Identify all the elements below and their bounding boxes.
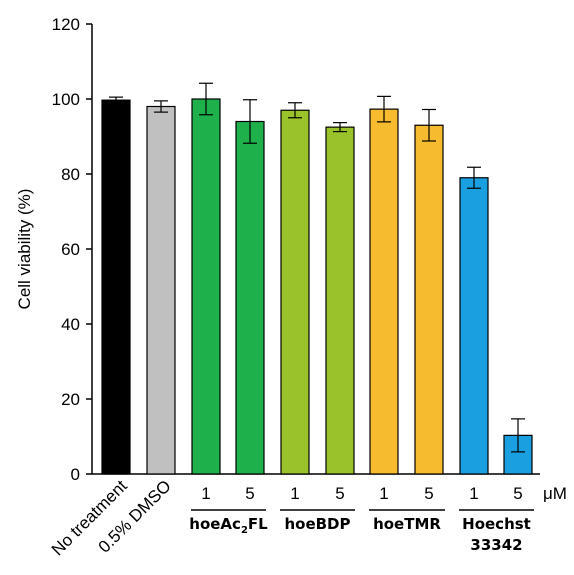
- concentration-label: 5: [335, 484, 344, 503]
- bar: [101, 99, 131, 475]
- group-label: Hoechst: [462, 515, 531, 533]
- bar: [235, 120, 265, 475]
- concentration-label: 5: [513, 484, 522, 503]
- group-label: hoeBDP: [284, 515, 350, 533]
- y-tick-label: 20: [61, 390, 80, 409]
- bar: [325, 126, 355, 475]
- concentration-unit-label: μM: [543, 484, 567, 503]
- bar: [459, 177, 489, 475]
- y-tick-label: 100: [52, 90, 80, 109]
- bar: [414, 124, 444, 475]
- concentration-label: 1: [469, 484, 478, 503]
- group-label: hoeAc2FL: [189, 515, 268, 536]
- bar: [146, 105, 176, 475]
- y-tick-label: 40: [61, 315, 80, 334]
- bar: [191, 98, 221, 475]
- y-tick-label: 60: [61, 240, 80, 259]
- concentration-label: 1: [290, 484, 299, 503]
- concentration-label: 5: [245, 484, 254, 503]
- concentration-label: 1: [201, 484, 210, 503]
- group-label: hoeTMR: [373, 515, 441, 533]
- y-tick-label: 0: [71, 465, 80, 484]
- y-axis-label: Cell viability (%): [15, 189, 34, 310]
- concentration-label: 5: [424, 484, 433, 503]
- bar: [369, 108, 399, 475]
- y-tick-label: 120: [52, 15, 80, 34]
- bars: [101, 82, 533, 475]
- concentration-label: 1: [379, 484, 388, 503]
- category-label: No treatment: [48, 476, 131, 559]
- bar: [280, 109, 310, 475]
- y-tick-label: 80: [61, 165, 80, 184]
- group-label: 33342: [470, 536, 522, 554]
